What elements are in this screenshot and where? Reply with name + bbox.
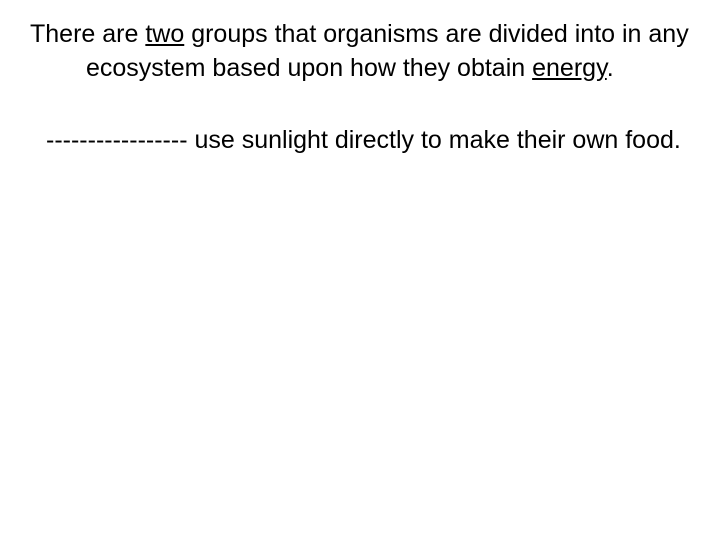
intro-text-1: There are	[30, 20, 145, 48]
intro-underline-energy: energy	[532, 54, 607, 82]
blank-dashes: -----------------	[46, 126, 188, 154]
blank-paragraph: ----------------- use sunlight directly …	[30, 124, 690, 158]
intro-paragraph: There are two groups that organisms are …	[30, 18, 690, 86]
blank-text: use sunlight directly to make their own …	[188, 126, 681, 154]
intro-underline-two: two	[145, 20, 184, 48]
intro-text-3: .	[607, 54, 614, 82]
